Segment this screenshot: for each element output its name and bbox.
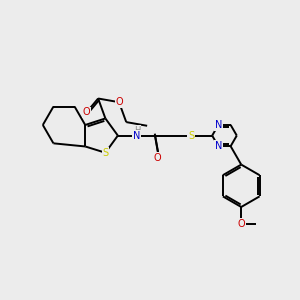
Text: O: O [153, 153, 161, 163]
Text: S: S [188, 130, 194, 141]
Text: N: N [133, 131, 140, 141]
Text: O: O [237, 219, 245, 229]
Text: N: N [214, 120, 222, 130]
Text: O: O [116, 97, 123, 107]
Text: H: H [134, 126, 140, 135]
Text: N: N [214, 141, 222, 151]
Text: S: S [102, 148, 108, 158]
Text: O: O [83, 107, 90, 117]
